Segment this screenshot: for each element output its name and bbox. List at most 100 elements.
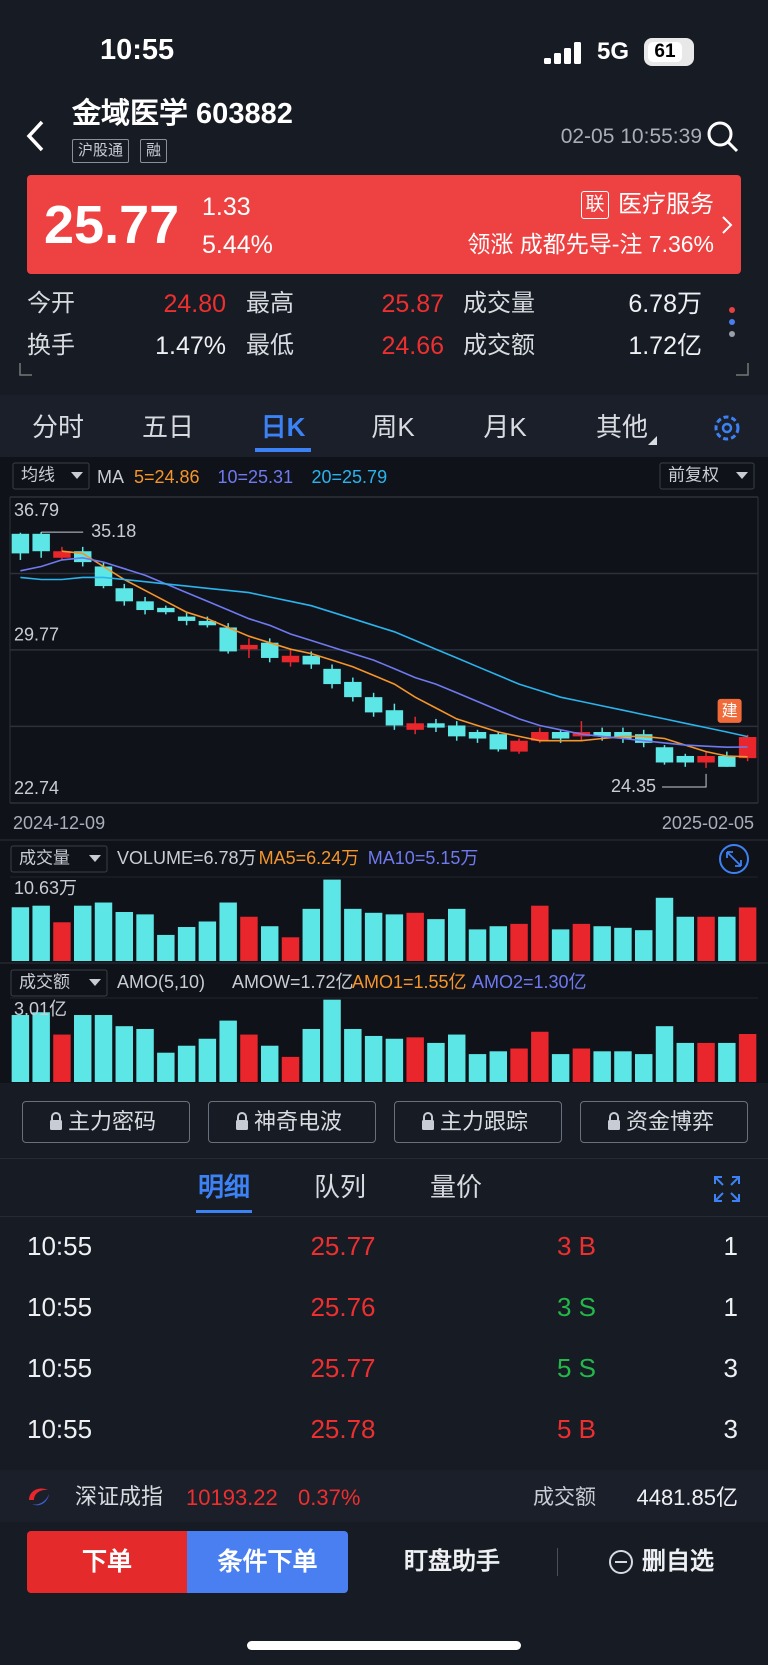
volume-bar — [489, 1051, 508, 1082]
candle-body — [177, 616, 196, 621]
y-tick-label: 22.74 — [14, 778, 59, 798]
trade-side: 5 S — [556, 1353, 596, 1383]
feature-button[interactable] — [394, 1101, 562, 1143]
detail-tab[interactable]: 明细 — [197, 1172, 250, 1202]
dot — [729, 307, 735, 313]
gear-icon — [714, 415, 740, 441]
trade-time: 10:55 — [27, 1353, 93, 1383]
stat-label: 今开 — [27, 290, 75, 317]
y-tick-label: 10.63万 — [14, 878, 77, 898]
network-label: 5G — [597, 38, 630, 65]
period-tab[interactable]: 周K — [371, 412, 415, 442]
back-button[interactable] — [24, 118, 48, 154]
stat-value: 1.72亿 — [628, 332, 702, 360]
badge — [717, 698, 742, 723]
ma-line — [61, 550, 748, 758]
period-tab[interactable]: 分时 — [31, 412, 84, 442]
index-bar — [0, 1470, 768, 1522]
volume-bar — [364, 912, 383, 961]
volume-bar — [344, 1028, 362, 1082]
trade-price: 25.77 — [310, 1231, 376, 1261]
signal-bar — [564, 48, 571, 64]
signal-bar — [554, 53, 561, 64]
chevron — [722, 216, 733, 234]
volume-bar — [364, 1035, 383, 1082]
feature-label: 主力跟踪 — [440, 1109, 529, 1134]
index-logo — [29, 1488, 49, 1506]
volume-bar — [73, 905, 92, 961]
candle-body — [551, 731, 570, 739]
remove-watchlist-button[interactable]: 删自选 — [642, 1548, 714, 1575]
candle-body — [302, 655, 321, 665]
search-button[interactable] — [706, 120, 740, 154]
period-tab[interactable]: 月K — [483, 412, 527, 442]
assistant-button[interactable]: 盯盘助手 — [404, 1548, 500, 1575]
feature-button[interactable] — [22, 1101, 190, 1143]
volume-bar — [447, 1034, 466, 1082]
volume-bar — [406, 1037, 424, 1082]
sector-name[interactable]: 医疗服务 — [618, 191, 714, 218]
volume-bar — [385, 914, 404, 961]
corner — [736, 363, 749, 376]
candle-body — [364, 697, 383, 713]
period-tab[interactable]: 其他 — [595, 412, 648, 442]
volume-bar — [240, 916, 258, 961]
legend-entry: MA5=6.24万 — [259, 848, 360, 868]
index-amount: 4481.85亿 — [636, 1485, 738, 1510]
candle-body — [427, 723, 445, 728]
volume-bar — [11, 1015, 30, 1082]
candle-body — [697, 755, 715, 763]
legend-entry: 10=25.31 — [218, 467, 294, 487]
expand-icon — [726, 851, 742, 867]
gear-icon — [721, 422, 733, 434]
feature-label: 主力密码 — [68, 1109, 157, 1134]
candle-body — [73, 551, 92, 563]
x-tick-label: 2024-12-09 — [13, 813, 105, 833]
period-tab[interactable]: 五日 — [141, 412, 194, 442]
fullscreen-button[interactable] — [713, 1175, 741, 1203]
stat-value: 6.78万 — [628, 290, 702, 318]
trade-time: 10:55 — [27, 1414, 93, 1444]
candle-body — [136, 601, 154, 611]
lock-body — [608, 1120, 620, 1130]
indicator-button-label: 前复权 — [668, 465, 719, 484]
volume-bar — [697, 916, 715, 961]
candle-body — [447, 725, 466, 737]
settings-button[interactable] — [711, 412, 743, 444]
volume-bar — [136, 1028, 154, 1082]
detail-tab[interactable]: 量价 — [429, 1172, 482, 1202]
more-dots — [729, 307, 735, 337]
order-button[interactable]: 下单 — [27, 1531, 187, 1593]
back-arrow — [26, 120, 44, 152]
volume-bar — [468, 929, 487, 961]
candle-body — [53, 551, 71, 558]
candle-body — [344, 681, 362, 698]
fullscreen-icon — [714, 1176, 740, 1202]
y-tick-label: 36.79 — [14, 500, 59, 520]
home-indicator — [247, 1641, 521, 1650]
period-tab[interactable]: 日K — [260, 412, 306, 442]
detail-tab[interactable]: 队列 — [313, 1172, 366, 1202]
volume-bar — [676, 916, 695, 961]
sector-leader: 领涨 成都先导-注 7.36% — [467, 231, 714, 257]
candle-body — [531, 731, 549, 741]
quote-change-pct: 5.44% — [202, 231, 273, 259]
conditional-order-button[interactable]: 条件下单 — [187, 1531, 348, 1593]
status-time: 10:55 — [100, 34, 175, 66]
volume-bar — [718, 916, 736, 961]
dropdown-arrow — [71, 472, 83, 479]
volume-bar — [323, 999, 341, 1082]
divider — [0, 1158, 768, 1159]
candle-body — [385, 710, 404, 726]
trade-price: 25.77 — [310, 1353, 376, 1383]
volume-bar — [427, 919, 445, 961]
feature-button[interactable] — [580, 1101, 748, 1143]
candle-body — [11, 533, 30, 554]
candle-body — [676, 755, 695, 763]
feature-button[interactable] — [208, 1101, 376, 1143]
indicator-button-label: 均线 — [21, 465, 55, 484]
legend-entry: 20=25.79 — [312, 467, 388, 487]
legend-entry: 5=24.86 — [134, 467, 200, 487]
sector-chevron — [722, 216, 733, 234]
candle-body — [198, 620, 217, 626]
